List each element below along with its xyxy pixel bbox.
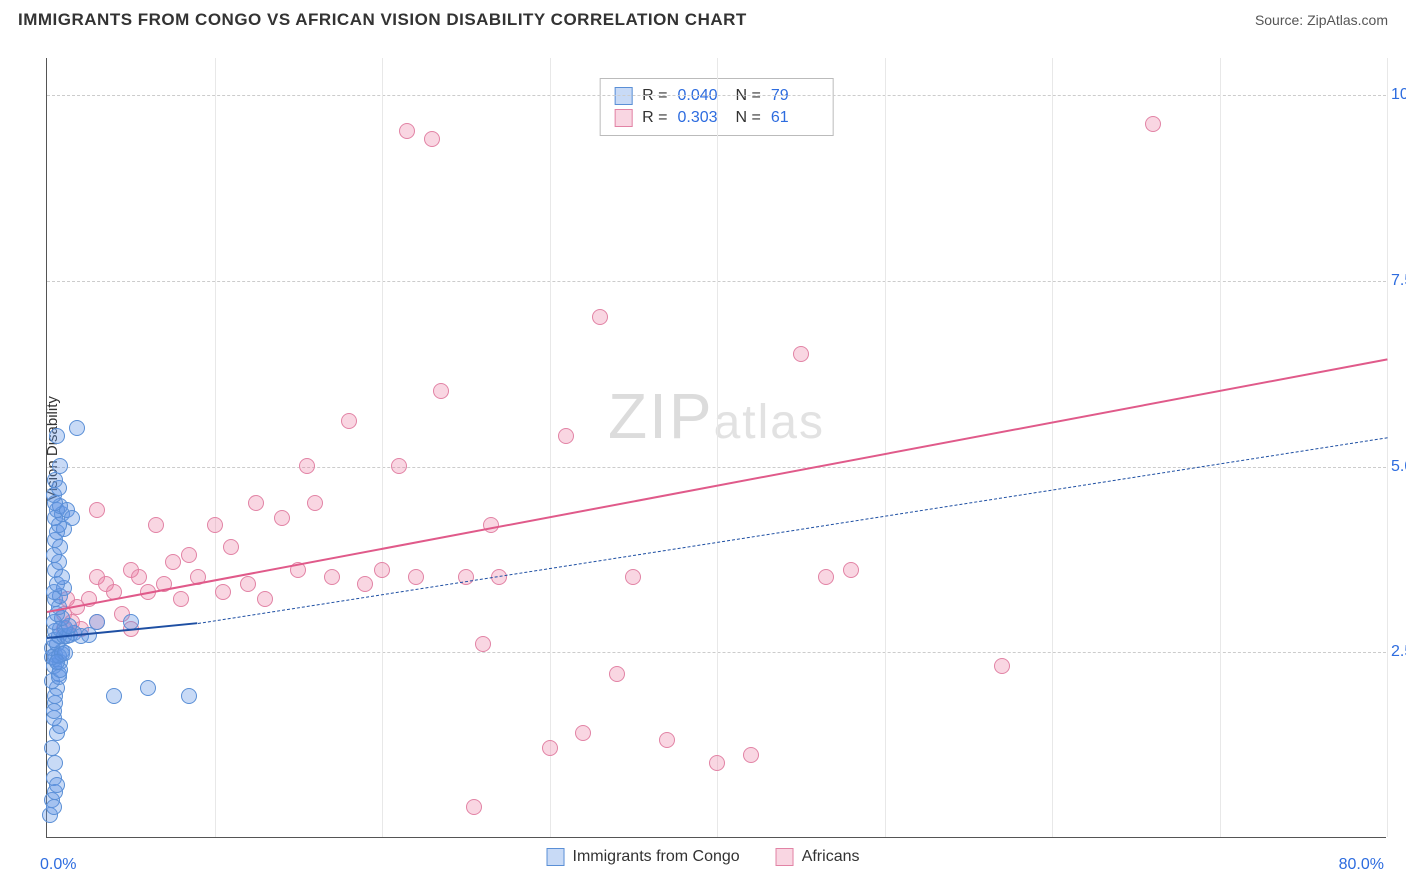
- scatter-point-series2: [408, 569, 424, 585]
- scatter-point-series2: [609, 666, 625, 682]
- scatter-point-series2: [843, 562, 859, 578]
- legend-item-series2: Africans: [776, 848, 860, 866]
- n-label: N =: [736, 109, 761, 127]
- watermark-zip: ZIP: [608, 380, 714, 452]
- scatter-point-series1: [49, 428, 65, 444]
- scatter-point-series2: [341, 413, 357, 429]
- plot-area: ZIPatlas R = 0.040 N = 79 R = 0.303 N = …: [46, 58, 1386, 838]
- scatter-point-series1: [47, 755, 63, 771]
- scatter-point-series2: [625, 569, 641, 585]
- chart-container: Vision Disability ZIPatlas R = 0.040 N =…: [0, 40, 1406, 892]
- scatter-point-series2: [324, 569, 340, 585]
- scatter-point-series2: [575, 725, 591, 741]
- scatter-point-series1: [69, 420, 85, 436]
- y-tick-label: 2.5%: [1391, 643, 1406, 661]
- y-tick-label: 5.0%: [1391, 458, 1406, 476]
- scatter-point-series2: [659, 732, 675, 748]
- scatter-point-series2: [542, 740, 558, 756]
- scatter-point-series2: [994, 658, 1010, 674]
- source-name: ZipAtlas.com: [1307, 12, 1388, 28]
- scatter-point-series2: [89, 502, 105, 518]
- gridline-vertical: [717, 58, 718, 837]
- gridline-vertical: [215, 58, 216, 837]
- scatter-point-series2: [424, 131, 440, 147]
- scatter-point-series2: [399, 123, 415, 139]
- swatch-series2-icon: [614, 109, 632, 127]
- scatter-point-series2: [274, 510, 290, 526]
- scatter-point-series2: [215, 584, 231, 600]
- scatter-point-series2: [558, 428, 574, 444]
- scatter-point-series2: [307, 495, 323, 511]
- scatter-point-series2: [391, 458, 407, 474]
- source-attribution: Source: ZipAtlas.com: [1255, 12, 1388, 28]
- scatter-point-series1: [46, 799, 62, 815]
- scatter-point-series1: [49, 654, 65, 670]
- scatter-point-series2: [299, 458, 315, 474]
- x-axis-origin-label: 0.0%: [40, 856, 76, 874]
- scatter-point-series2: [165, 554, 181, 570]
- scatter-point-series2: [483, 517, 499, 533]
- y-tick-label: 7.5%: [1391, 272, 1406, 290]
- scatter-point-series1: [140, 680, 156, 696]
- scatter-point-series2: [248, 495, 264, 511]
- scatter-point-series1: [89, 614, 105, 630]
- scatter-point-series1: [64, 510, 80, 526]
- scatter-point-series1: [44, 740, 60, 756]
- scatter-point-series2: [240, 576, 256, 592]
- scatter-point-series2: [173, 591, 189, 607]
- gridline-vertical: [1052, 58, 1053, 837]
- scatter-point-series1: [52, 458, 68, 474]
- scatter-point-series2: [1145, 116, 1161, 132]
- trend-line: [198, 437, 1387, 624]
- scatter-point-series2: [207, 517, 223, 533]
- swatch-series2-icon: [776, 848, 794, 866]
- scatter-point-series1: [47, 688, 63, 704]
- gridline-vertical: [382, 58, 383, 837]
- swatch-series1-icon: [547, 848, 565, 866]
- legend-item-series1: Immigrants from Congo: [547, 848, 740, 866]
- legend-label-series1: Immigrants from Congo: [573, 848, 740, 866]
- gridline-vertical: [550, 58, 551, 837]
- scatter-point-series2: [743, 747, 759, 763]
- scatter-point-series2: [181, 547, 197, 563]
- scatter-point-series2: [374, 562, 390, 578]
- scatter-point-series1: [47, 472, 63, 488]
- scatter-point-series2: [148, 517, 164, 533]
- scatter-point-series2: [475, 636, 491, 652]
- scatter-point-series2: [257, 591, 273, 607]
- scatter-point-series2: [357, 576, 373, 592]
- scatter-point-series1: [46, 703, 62, 719]
- source-prefix: Source:: [1255, 12, 1307, 28]
- scatter-point-series1: [106, 688, 122, 704]
- scatter-point-series2: [709, 755, 725, 771]
- gridline-vertical: [1387, 58, 1388, 837]
- scatter-point-series2: [433, 383, 449, 399]
- scatter-point-series1: [49, 777, 65, 793]
- scatter-point-series2: [466, 799, 482, 815]
- scatter-point-series2: [592, 309, 608, 325]
- chart-header: IMMIGRANTS FROM CONGO VS AFRICAN VISION …: [0, 0, 1406, 34]
- scatter-point-series2: [131, 569, 147, 585]
- chart-title: IMMIGRANTS FROM CONGO VS AFRICAN VISION …: [18, 10, 747, 30]
- bottom-legend: Immigrants from Congo Africans: [547, 848, 860, 866]
- gridline-vertical: [1220, 58, 1221, 837]
- scatter-point-series1: [181, 688, 197, 704]
- scatter-point-series2: [793, 346, 809, 362]
- scatter-point-series2: [818, 569, 834, 585]
- x-axis-max-label: 80.0%: [1339, 856, 1384, 874]
- y-tick-label: 10.0%: [1391, 86, 1406, 104]
- r-label: R =: [642, 109, 667, 127]
- gridline-vertical: [885, 58, 886, 837]
- r-value-series2: 0.303: [678, 109, 726, 127]
- n-value-series2: 61: [771, 109, 819, 127]
- legend-label-series2: Africans: [802, 848, 860, 866]
- watermark-atlas: atlas: [714, 396, 825, 449]
- scatter-point-series2: [223, 539, 239, 555]
